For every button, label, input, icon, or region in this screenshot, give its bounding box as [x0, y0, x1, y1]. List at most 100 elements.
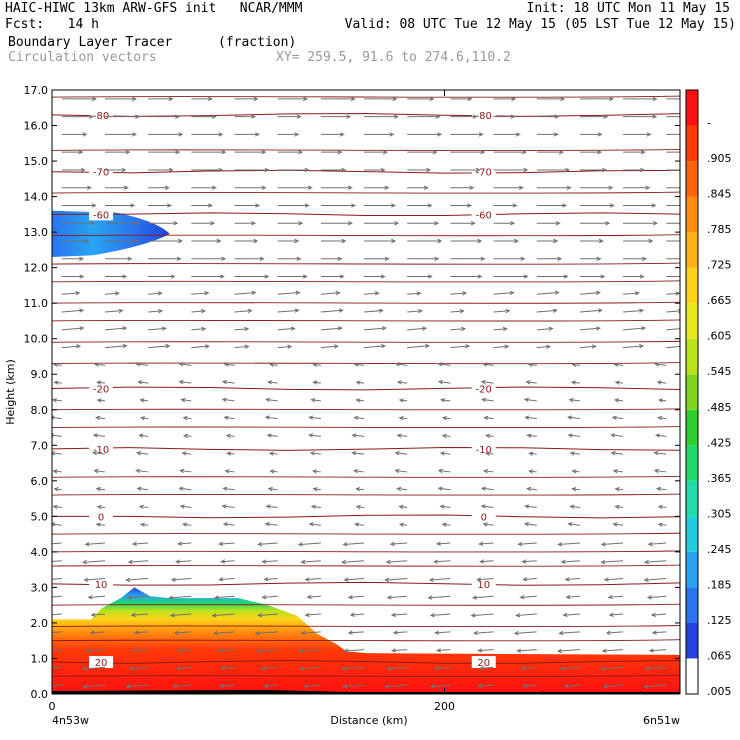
contour-line	[52, 674, 680, 677]
y-tick-label: 15.0	[24, 155, 49, 168]
wind-vector	[493, 328, 507, 331]
wind-vector	[191, 328, 206, 331]
wind-vector-head	[480, 486, 486, 491]
wind-vector	[601, 560, 624, 563]
wind-vector-head	[90, 221, 96, 226]
contour-line	[52, 212, 680, 217]
contour-label: -10	[476, 445, 492, 456]
wind-vector	[523, 684, 537, 687]
wind-vector	[438, 381, 451, 384]
wind-vector-head	[158, 309, 164, 314]
wind-vector-head	[651, 630, 657, 635]
wind-vector-head	[207, 203, 213, 208]
wind-vector-head	[175, 114, 181, 119]
wind-vector-head	[87, 185, 93, 190]
wind-vector-head	[312, 362, 318, 368]
wind-vector	[428, 595, 451, 599]
wind-vector	[430, 684, 451, 687]
wind-vector	[177, 666, 192, 669]
colorbar-label: .665	[707, 294, 732, 307]
wind-vector	[134, 631, 149, 634]
wind-vector-head	[214, 595, 220, 600]
contour-line	[52, 234, 680, 237]
y-tick-label: 14.0	[24, 191, 49, 204]
wind-vector	[215, 595, 235, 599]
wind-vector-head	[296, 114, 302, 119]
colorbar-label: .185	[707, 578, 732, 591]
y-tick-label: 16.0	[24, 120, 49, 133]
wind-vector-head	[176, 648, 182, 653]
wind-vector	[52, 613, 62, 616]
wind-vector-head	[602, 167, 608, 173]
wind-vector-head	[571, 487, 577, 492]
wind-vector-head	[337, 256, 343, 261]
wind-vector-head	[645, 185, 651, 190]
wind-vector-head	[300, 630, 306, 636]
wind-vector-head	[224, 469, 230, 474]
wind-vector-head	[441, 522, 447, 527]
wind-vector-head	[251, 114, 257, 119]
wind-vector	[352, 434, 365, 437]
wind-vector-head	[476, 577, 482, 582]
wind-vector	[569, 399, 580, 402]
wind-vector	[136, 469, 149, 473]
wind-vector-head	[384, 256, 390, 261]
wind-vector-head	[552, 308, 558, 313]
wind-vector	[53, 470, 62, 473]
wind-vector	[223, 523, 235, 526]
wind-vector	[440, 452, 451, 455]
wind-vector-head	[254, 132, 260, 137]
wind-vector-head	[571, 362, 577, 368]
contour-line	[52, 340, 680, 343]
colorbar-label: .005	[707, 685, 732, 698]
wind-vector	[96, 523, 106, 526]
contour-line	[52, 362, 680, 365]
upper-tracer-plume	[52, 210, 170, 257]
wind-vector-head	[308, 433, 314, 438]
wind-vector-head	[79, 274, 85, 279]
wind-vector	[483, 363, 494, 366]
wind-vector-head	[221, 504, 227, 509]
wind-vector-head	[135, 362, 141, 367]
wind-vector-head	[244, 344, 250, 349]
wind-vector-head	[429, 684, 435, 689]
wind-vector-head	[255, 203, 261, 208]
wind-vector	[395, 452, 408, 455]
wind-vector-head	[52, 415, 55, 420]
wind-vector-head	[211, 185, 217, 190]
wind-vector	[363, 292, 379, 295]
wind-vector	[644, 684, 667, 688]
wind-vector	[604, 578, 624, 581]
wind-vector	[183, 417, 192, 420]
wind-vector	[493, 292, 514, 295]
wind-vector	[313, 381, 321, 384]
wind-vector	[558, 542, 580, 546]
wind-vector-head	[339, 274, 345, 279]
wind-vector	[450, 345, 470, 349]
header-line1-left: HAIC-HIWC 13km ARW-GFS init NCAR/MMM	[5, 1, 303, 16]
wind-vector-head	[211, 114, 217, 119]
wind-vector	[224, 363, 235, 366]
wind-vector	[434, 560, 451, 563]
wind-vector	[343, 542, 365, 545]
wind-vector-head	[122, 274, 128, 279]
wind-vector-head	[393, 114, 399, 119]
wind-vector	[608, 595, 624, 598]
wind-vector	[606, 631, 624, 634]
wind-vector-head	[223, 362, 229, 367]
wind-vector	[104, 345, 127, 349]
contour-label: -70	[93, 168, 109, 179]
wind-vector	[522, 560, 537, 563]
wind-vector-head	[125, 149, 131, 155]
wind-vector-head	[138, 433, 144, 438]
wind-vector-head	[133, 238, 139, 244]
wind-vector-head	[432, 149, 438, 155]
wind-vector	[350, 613, 365, 616]
colorbar-frame	[685, 89, 699, 695]
wind-vector-head	[644, 666, 650, 671]
wind-vector-head	[475, 167, 481, 173]
contour-line	[52, 262, 680, 265]
wind-vector	[441, 399, 451, 402]
wind-vector-head	[653, 221, 658, 226]
wind-vector-head	[509, 290, 515, 296]
